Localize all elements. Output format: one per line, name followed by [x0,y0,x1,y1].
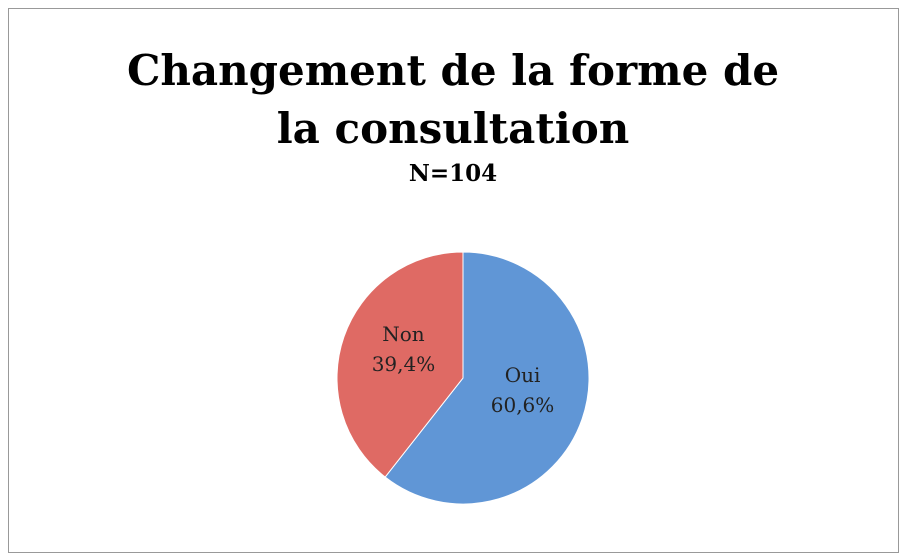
slice-category-label: Non [382,322,425,346]
chart-subtitle: N=104 [408,160,498,187]
slice-value-label: 39,4% [372,352,436,376]
chart-title: Changement de la forme de la consultatio… [126,46,780,153]
slice-category-label: Oui [505,363,541,387]
pie-slice [336,251,464,478]
pie-slice [384,251,590,505]
slice-value-label: 60,6% [491,393,555,417]
